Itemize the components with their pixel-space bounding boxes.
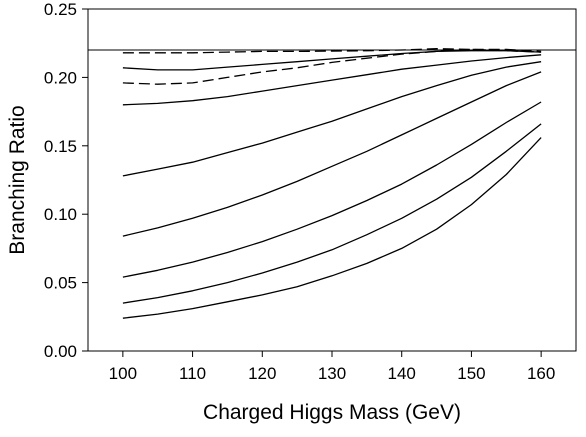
series-line-1 <box>122 48 542 54</box>
series-line-3 <box>122 50 542 71</box>
x-tick-label: 150 <box>457 364 485 383</box>
x-tick-label: 100 <box>109 364 137 383</box>
series-line-5 <box>122 61 542 177</box>
y-tick-label: 0.10 <box>44 205 77 224</box>
y-axis-title: Branching Ratio <box>6 105 29 254</box>
x-axis-title: Charged Higgs Mass (GeV) <box>203 401 461 424</box>
series-line-8 <box>122 123 542 304</box>
y-tick-label: 0.05 <box>44 274 77 293</box>
series-line-6 <box>122 71 542 237</box>
x-tick-label: 130 <box>318 364 346 383</box>
plot-area: 100 110 120 130 140 150 160 0.00 0.05 0.10 0.15 0.2… <box>44 0 577 383</box>
x-tick-label: 120 <box>248 364 276 383</box>
plot-frame <box>87 8 577 352</box>
y-tick-label: 0.20 <box>44 68 77 87</box>
series-line-7 <box>122 101 542 278</box>
series-line-4 <box>122 54 542 106</box>
y-tick-label: 0.25 <box>44 0 77 19</box>
x-tick-label: 110 <box>179 364 206 383</box>
x-tick-label: 160 <box>527 364 555 383</box>
series-line-2 <box>122 48 542 85</box>
y-tick-label: 0.15 <box>44 137 77 156</box>
y-tick-label: 0.00 <box>44 342 77 361</box>
series-line-9 <box>122 137 542 319</box>
x-tick-label: 140 <box>388 364 416 383</box>
